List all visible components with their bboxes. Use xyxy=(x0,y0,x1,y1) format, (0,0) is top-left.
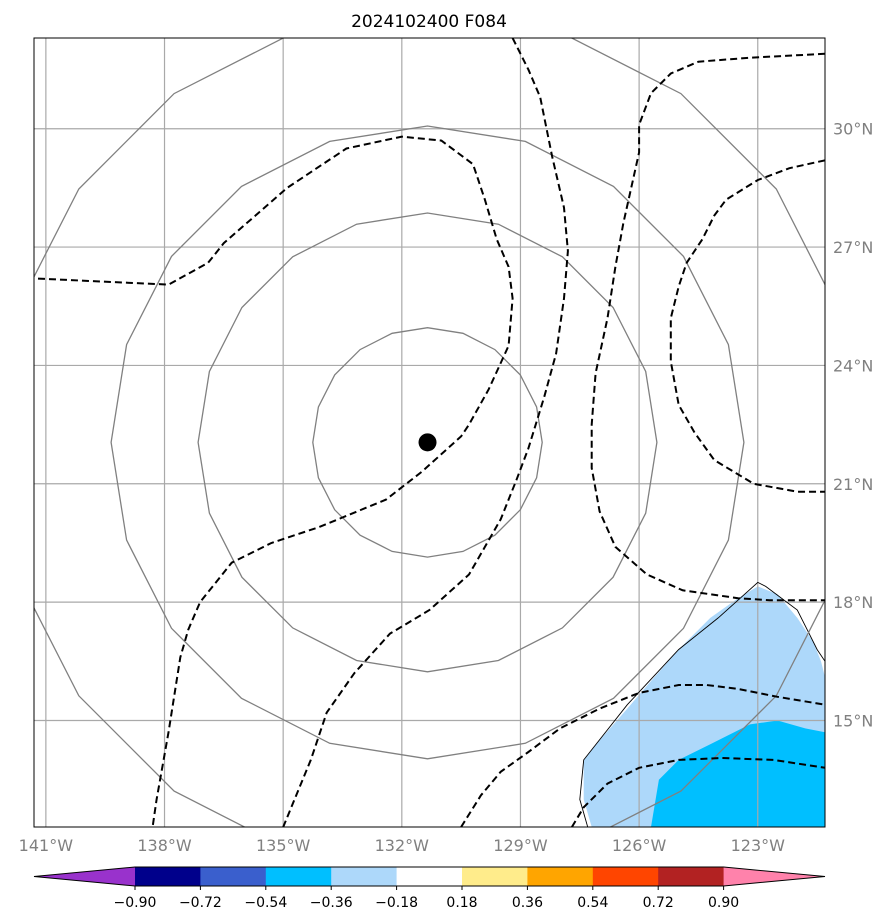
coastline-layer xyxy=(579,581,825,827)
longitude-label: 132°W xyxy=(375,836,430,855)
colorbar-tick-label: −0.72 xyxy=(179,895,222,911)
colorbar-tick-label: 0.18 xyxy=(446,895,477,911)
colorbar-segment xyxy=(265,867,332,886)
anomaly-fill-layer xyxy=(583,586,825,827)
colorbar-tick-label: 0.54 xyxy=(577,895,608,911)
dashed-contours xyxy=(37,38,825,827)
colorbar-segment xyxy=(396,867,463,886)
latitude-label: 18°N xyxy=(833,593,873,612)
colorbar-segment xyxy=(135,867,201,886)
longitude-label: 129°W xyxy=(493,836,548,855)
dashed-closed-east xyxy=(669,159,825,493)
dashed-west xyxy=(37,135,514,827)
map-frame xyxy=(33,37,826,828)
colorbar: −0.90 −0.72 −0.54 −0.36 −0.18 0.18 0.36 0.54 0.7… xyxy=(33,866,826,911)
colorbar-segment xyxy=(200,867,267,886)
dashed-south-1 xyxy=(571,756,825,827)
colorbar-tick-label: −0.90 xyxy=(114,895,157,911)
figure-title: 2024102400 F084 xyxy=(351,12,507,32)
colorbar-extend-max xyxy=(723,867,825,886)
longitude-label: 126°W xyxy=(612,836,667,855)
latitude-label: 21°N xyxy=(833,475,873,494)
solid-contours xyxy=(34,38,825,827)
longitude-label: 123°W xyxy=(731,836,786,855)
latitude-label: 27°N xyxy=(833,238,873,257)
gridlines xyxy=(34,38,825,827)
latitude-labels: 30°N 27°N 24°N 21°N 18°N 15°N xyxy=(833,120,873,731)
colorbar-tick-label: −0.18 xyxy=(375,895,418,911)
colorbar-tick-label: −0.54 xyxy=(244,895,287,911)
colorbar-tick-label: 0.72 xyxy=(643,895,674,911)
latitude-label: 15°N xyxy=(833,711,873,730)
ring-3 xyxy=(110,125,745,760)
longitude-label: 138°W xyxy=(137,836,192,855)
dashed-south-2 xyxy=(460,684,825,827)
colorbar-extend-min xyxy=(34,867,135,886)
center-marker-layer xyxy=(418,433,437,452)
map-area: 141°W 138°W 135°W 132°W 129°W 126°W 123°W 30°N… xyxy=(19,37,873,855)
anomaly-blue xyxy=(651,720,825,827)
latitude-label: 24°N xyxy=(833,356,873,375)
colorbar-tick-label: 0.90 xyxy=(708,895,739,911)
colorbar-tick-label: 0.36 xyxy=(512,895,543,911)
colorbar-segment xyxy=(592,867,659,886)
colorbar-segment xyxy=(331,867,398,886)
ring-1 xyxy=(312,327,543,558)
colorbar-segment xyxy=(658,867,725,886)
storm-center-marker xyxy=(418,433,437,452)
longitude-labels: 141°W 138°W 135°W 132°W 129°W 126°W 123°W xyxy=(19,836,785,855)
longitude-label: 141°W xyxy=(19,836,74,855)
dashed-central xyxy=(282,38,569,827)
longitude-label: 135°W xyxy=(256,836,311,855)
latitude-label: 30°N xyxy=(833,120,873,139)
ring-2 xyxy=(197,212,658,673)
colorbar-segment xyxy=(527,867,594,886)
colorbar-tick-label: −0.36 xyxy=(310,895,353,911)
ring-4 xyxy=(34,38,825,827)
coastline xyxy=(579,581,825,827)
colorbar-segment xyxy=(462,867,528,886)
dashed-east xyxy=(590,52,825,602)
